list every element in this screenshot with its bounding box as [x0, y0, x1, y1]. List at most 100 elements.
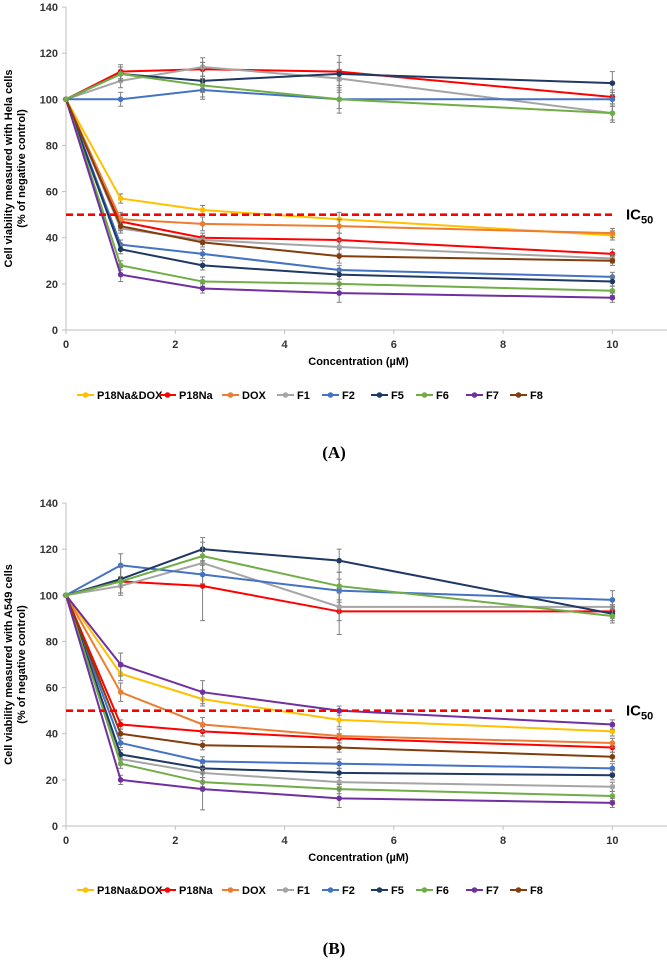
data-point: [609, 772, 616, 779]
data-point: [336, 795, 342, 802]
data-point: [336, 271, 342, 278]
data-point: [336, 744, 342, 751]
chart-a: 0 20 40 60 80 100 120 140 0 2 4 6 8 10 Concentration (…: [3, 2, 667, 462]
legend-label: F8: [530, 390, 543, 402]
data-point: [199, 262, 206, 269]
data-point: [336, 707, 342, 714]
data-point: [336, 717, 342, 723]
y-axis-title: Cell viability measured with Hela cells: [3, 69, 15, 267]
legend-label: F1: [297, 390, 310, 402]
y-tick-label: 40: [46, 233, 58, 245]
data-point: [336, 760, 342, 767]
series-f7-low: [63, 592, 616, 811]
y-tick-label: 120: [40, 544, 58, 556]
data-point: [117, 71, 124, 77]
y-tick-label: 80: [46, 140, 58, 152]
data-point: [117, 721, 124, 728]
data-point: [117, 740, 124, 746]
legend-item: DOX: [222, 885, 267, 897]
legend-label: F2: [342, 390, 355, 402]
panel-label: (A): [322, 443, 346, 462]
legend-label: P18Na: [179, 885, 214, 897]
legend-label: F5: [391, 885, 404, 897]
data-point: [336, 770, 342, 776]
y-tick-label: 140: [40, 498, 58, 510]
data-point: [199, 721, 206, 728]
ic50-subscript: 50: [641, 215, 653, 227]
x-axis-title: Concentration (µM): [308, 852, 409, 864]
data-point: [199, 251, 206, 257]
legend-label: P18Na&DOX: [97, 885, 163, 897]
data-point: [609, 110, 616, 116]
y-tick-label: 80: [46, 636, 58, 648]
legend-marker: [515, 887, 522, 893]
data-point: [117, 777, 124, 783]
y-axis-title-line2: (% of negative control): [16, 605, 28, 724]
legend-item: F1: [277, 885, 310, 897]
data-point: [336, 733, 342, 739]
x-tick-label: 10: [606, 339, 618, 351]
data-point: [336, 253, 342, 259]
legend-item: DOX: [222, 390, 267, 402]
legend-marker: [327, 887, 334, 893]
data-point: [199, 786, 206, 792]
legend-marker: [421, 392, 428, 398]
data-point: [609, 96, 616, 103]
legend-label: P18Na: [179, 390, 214, 402]
y-tick-label: 20: [46, 775, 58, 787]
data-point: [609, 800, 616, 806]
legend-item: F2: [322, 390, 355, 402]
legend-item: F7: [466, 885, 499, 897]
legend-marker: [376, 887, 383, 893]
legend-marker: [282, 392, 289, 398]
legend-marker: [471, 887, 478, 893]
data-point: [117, 223, 124, 229]
legend-item: F8: [510, 885, 543, 897]
y-tick-label: 0: [52, 821, 58, 833]
legend-label: F5: [391, 390, 404, 402]
data-point: [609, 793, 616, 799]
legend-marker: [227, 887, 234, 893]
data-point: [609, 230, 616, 236]
panel-label: (B): [323, 939, 346, 958]
data-point: [609, 765, 616, 772]
x-tick-label: 6: [391, 339, 397, 351]
legend-label: F8: [530, 885, 543, 897]
legend-label: DOX: [242, 390, 267, 402]
data-point: [336, 557, 342, 564]
data-point: [199, 553, 206, 559]
legend-item: F5: [371, 885, 404, 897]
legend-marker: [164, 887, 171, 893]
y-tick-label: 60: [46, 683, 58, 695]
legend-item: P18Na: [159, 390, 214, 402]
legend-item: F8: [510, 390, 543, 402]
data-point: [609, 287, 616, 294]
data-point: [609, 613, 616, 619]
legend-label: P18Na&DOX: [97, 390, 163, 402]
legend-marker: [82, 392, 89, 398]
data-point: [117, 271, 124, 278]
data-point: [199, 207, 206, 213]
series-f6-high: [63, 541, 616, 624]
data-point: [117, 96, 124, 103]
legend-item: F2: [322, 885, 355, 897]
data-point: [609, 597, 616, 603]
x-tick-label: 4: [281, 339, 288, 351]
data-point: [117, 751, 124, 758]
data-point: [117, 730, 124, 737]
series-dox: [63, 592, 616, 749]
legend-item: P18Na&DOX: [77, 390, 163, 402]
data-point: [63, 96, 69, 103]
data-point: [609, 257, 616, 264]
legend-marker: [282, 887, 289, 893]
x-tick-label: 10: [606, 835, 618, 847]
data-point: [336, 604, 342, 610]
data-point: [609, 80, 616, 86]
legend-marker: [376, 392, 383, 398]
legend-item: F5: [371, 390, 404, 402]
y-tick-label: 140: [40, 2, 58, 14]
data-point: [609, 728, 616, 735]
ic50-label: IC50: [626, 703, 653, 723]
y-tick-label: 100: [40, 590, 58, 602]
y-tick-label: 60: [46, 187, 58, 199]
